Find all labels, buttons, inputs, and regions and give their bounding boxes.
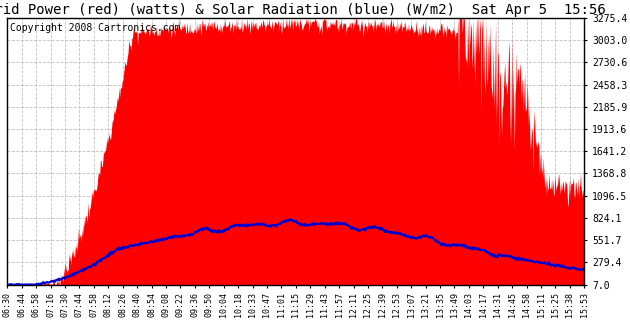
Text: Copyright 2008 Cartronics.com: Copyright 2008 Cartronics.com <box>10 23 181 33</box>
Title: Grid Power (red) (watts) & Solar Radiation (blue) (W/m2)  Sat Apr 5  15:56: Grid Power (red) (watts) & Solar Radiati… <box>0 3 605 17</box>
